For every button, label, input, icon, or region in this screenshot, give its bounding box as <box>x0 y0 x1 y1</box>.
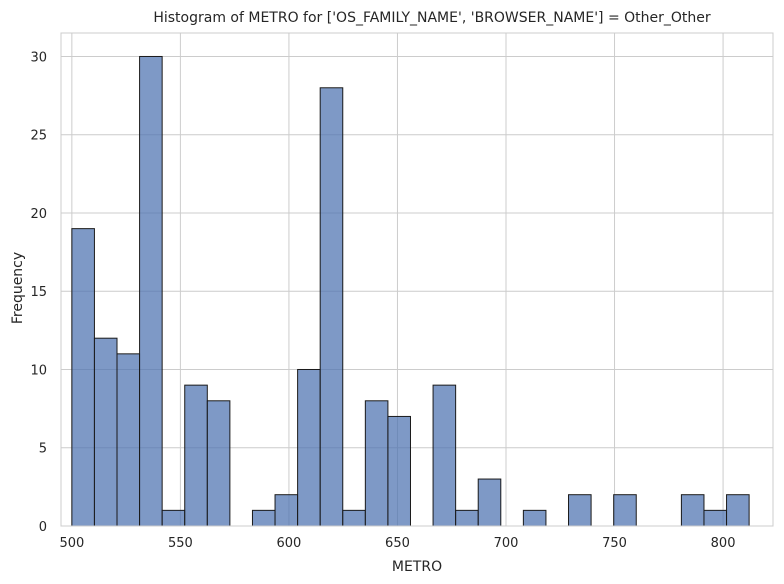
histogram-bar <box>184 384 208 527</box>
histogram-bar <box>206 400 231 527</box>
histogram-bar <box>455 509 479 527</box>
x-tick-label: 650 <box>385 536 410 551</box>
y-axis-label: Frequency <box>10 252 26 324</box>
x-tick-label: 750 <box>602 536 627 551</box>
histogram-bar <box>703 509 728 527</box>
histogram-bar <box>274 494 299 527</box>
y-tick-label: 30 <box>30 50 47 65</box>
histogram-bar <box>432 384 457 527</box>
y-tick-label: 15 <box>30 285 47 300</box>
x-tick-label: 800 <box>711 536 736 551</box>
y-axis-ticks: 0 5 10 15 20 25 30 <box>30 50 47 535</box>
y-tick-label: 0 <box>39 520 47 535</box>
y-tick-label: 25 <box>30 129 47 144</box>
histogram-bar <box>477 478 502 527</box>
histogram-bar <box>93 337 118 527</box>
y-tick-label: 10 <box>30 363 47 378</box>
y-tick-label: 20 <box>30 207 47 222</box>
x-tick-label: 600 <box>277 536 302 551</box>
x-axis-ticks: 500 550 600 650 700 750 800 <box>59 536 735 551</box>
histogram-bar <box>161 509 186 527</box>
histogram-bar <box>726 494 750 527</box>
histogram-bar <box>364 400 389 527</box>
histogram-bar <box>680 494 705 527</box>
histogram-bar <box>522 509 547 527</box>
histogram-bar <box>297 368 321 527</box>
histogram-bar <box>613 494 637 527</box>
histogram-bar <box>568 494 592 527</box>
y-tick-label: 5 <box>39 442 47 457</box>
x-axis-label: METRO <box>392 559 442 575</box>
histogram-bar <box>319 87 344 527</box>
x-tick-label: 500 <box>59 536 84 551</box>
plot-frame <box>60 32 774 527</box>
chart-title: Histogram of METRO for ['OS_FAMILY_NAME'… <box>153 10 711 26</box>
histogram-bar <box>251 509 276 527</box>
histogram-bar <box>342 509 366 527</box>
histogram-bar <box>139 55 163 527</box>
histogram-bar <box>71 228 95 527</box>
grid-lines <box>61 33 773 527</box>
x-tick-label: 700 <box>494 536 519 551</box>
histogram-bar <box>116 353 141 527</box>
x-tick-label: 550 <box>168 536 193 551</box>
histogram-bar <box>387 415 411 527</box>
